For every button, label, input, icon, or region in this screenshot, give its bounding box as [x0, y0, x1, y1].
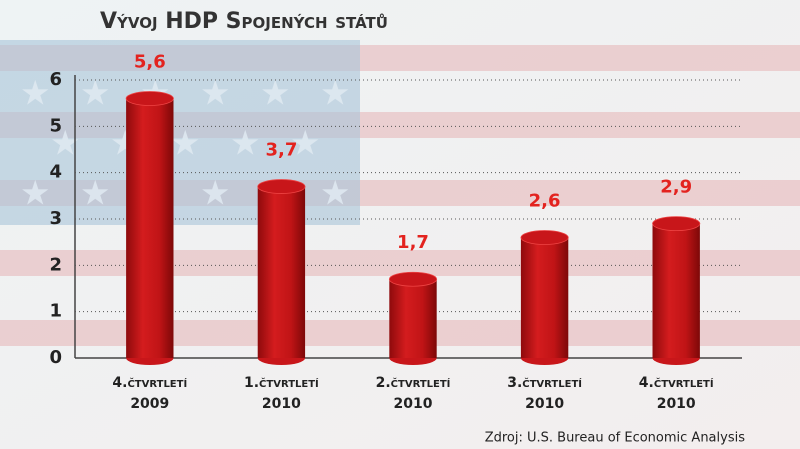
x-tick-label: 2010: [262, 396, 301, 412]
value-label: 2,6: [529, 191, 561, 212]
svg-text:★: ★: [290, 124, 320, 164]
bar: [388, 271, 438, 365]
value-label: 5,6: [134, 52, 166, 73]
source-note: Zdroj: U.S. Bureau of Economic Analysis: [485, 431, 746, 446]
x-tick-label: 4.čtvrtletí: [112, 375, 187, 391]
bar: [125, 91, 174, 365]
y-tick-label: 4: [49, 162, 62, 183]
y-tick-label: 5: [49, 115, 62, 136]
value-label: 2,9: [660, 177, 692, 198]
x-tick-label: 2010: [657, 396, 696, 412]
value-label: 1,7: [397, 232, 429, 253]
bar: [257, 179, 306, 365]
x-tick-label: 2009: [130, 396, 169, 412]
bar-top: [652, 216, 701, 232]
bar-top: [257, 179, 306, 194]
svg-text:★: ★: [170, 124, 200, 164]
x-tick-label: 1.čtvrtletí: [244, 375, 319, 391]
svg-text:★: ★: [20, 174, 50, 214]
svg-text:★: ★: [200, 174, 230, 214]
x-tick-label: 2010: [525, 396, 564, 412]
svg-text:★: ★: [230, 124, 260, 164]
bar: [520, 230, 569, 365]
y-tick-label: 6: [49, 69, 62, 90]
value-label: 3,7: [265, 140, 297, 161]
svg-text:★: ★: [320, 174, 350, 214]
bar: [652, 216, 701, 365]
bar-body: [257, 186, 306, 358]
bar-top: [388, 271, 438, 287]
bar-body: [389, 279, 437, 358]
y-tick-label: 2: [49, 254, 62, 275]
bar-top: [520, 230, 569, 245]
svg-text:★: ★: [80, 174, 110, 214]
x-tick-label: 2.čtvrtletí: [376, 375, 451, 391]
chart-title: Vývoj HDP Spojených států: [100, 9, 388, 34]
bar-body: [520, 237, 569, 358]
svg-text:★: ★: [20, 74, 50, 114]
y-tick-label: 3: [49, 208, 62, 229]
bar-top: [125, 91, 174, 106]
y-tick-label: 0: [49, 347, 62, 368]
bar-body: [652, 223, 700, 358]
y-tick-label: 1: [49, 301, 62, 322]
bar-body: [126, 98, 174, 359]
x-tick-label: 3.čtvrtletí: [507, 375, 582, 391]
x-tick-label: 2010: [394, 396, 433, 412]
x-tick-label: 4.čtvrtletí: [639, 375, 714, 391]
